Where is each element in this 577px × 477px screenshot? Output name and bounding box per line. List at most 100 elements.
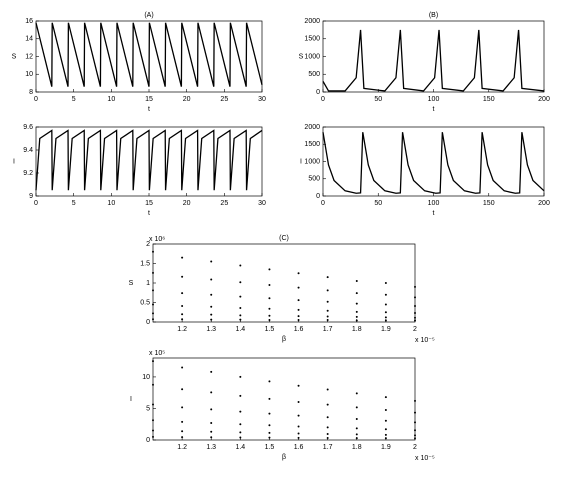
scatter-point — [326, 388, 329, 391]
scatter-point — [239, 423, 242, 426]
x-tick-label: 1.3 — [206, 444, 216, 451]
scatter-point — [152, 403, 154, 406]
x-tick-label: 50 — [374, 200, 382, 207]
scatter-point — [355, 280, 358, 283]
y-tick-label: 0 — [316, 193, 320, 200]
scatter-point — [297, 299, 300, 302]
y-tick-label: 2000 — [304, 124, 320, 131]
scatter-point — [414, 312, 416, 315]
scatter-point — [384, 408, 387, 411]
axes-frame — [322, 126, 545, 197]
y-tick-label: 16 — [25, 18, 33, 25]
x-tick-label: 30 — [258, 96, 266, 103]
scatter-point — [384, 433, 387, 436]
scatter-point — [297, 401, 300, 404]
scatter-point — [268, 380, 271, 383]
scatter-point — [152, 360, 154, 363]
x-tick-label: 10 — [107, 96, 115, 103]
scatter-point — [152, 429, 154, 432]
scatter-point — [326, 426, 329, 429]
scatter-point — [326, 276, 329, 279]
scatter-point — [414, 399, 416, 402]
y-tick-label: 500 — [308, 71, 320, 78]
scatter-point — [355, 437, 358, 440]
scatter-point — [355, 433, 358, 436]
scatter-point — [384, 428, 387, 431]
scatter-point — [268, 436, 271, 439]
x-tick-label: 15 — [145, 96, 153, 103]
scatter-point — [355, 406, 358, 409]
y-multiplier: x 10⁶ — [149, 236, 165, 243]
y-tick-label: 1000 — [304, 158, 320, 165]
scatter-point — [297, 436, 300, 439]
scatter-point — [326, 436, 329, 439]
x-tick-label: 2 — [413, 326, 417, 333]
scatter-point — [268, 424, 271, 427]
scatter-point — [239, 264, 242, 267]
x-axis-label: t — [433, 210, 435, 217]
scatter-point — [239, 394, 242, 397]
scatter-point — [355, 392, 358, 395]
x-tick-label: 25 — [220, 200, 228, 207]
scatter-point — [239, 295, 242, 298]
scatter-point — [268, 307, 271, 310]
series-line — [35, 22, 263, 87]
x-tick-label: 1.6 — [294, 326, 304, 333]
scatter-point — [181, 388, 184, 391]
scatter-point — [181, 406, 184, 409]
series-line — [322, 132, 545, 194]
scatter-point — [355, 427, 358, 430]
x-tick-label: 20 — [183, 96, 191, 103]
series-line — [35, 129, 263, 191]
y-axis-label: S — [129, 280, 134, 287]
panel-title: (B) — [429, 12, 438, 19]
scatter-point — [239, 318, 242, 321]
y-tick-label: 14 — [25, 36, 33, 43]
y-tick-label: 9.4 — [23, 147, 33, 154]
scatter-point — [210, 421, 213, 424]
scatter-point — [152, 303, 154, 306]
scatter-point — [210, 313, 213, 316]
scatter-point — [384, 396, 387, 399]
x-tick-label: 1.5 — [265, 444, 275, 451]
y-axis-label: I — [130, 396, 132, 403]
scatter-point — [414, 429, 416, 432]
scatter-point — [181, 313, 184, 316]
scatter-point — [326, 315, 329, 318]
x-tick-label: 0 — [34, 96, 38, 103]
scatter-point — [297, 308, 300, 311]
scatter-point — [210, 436, 213, 439]
scatter-point — [181, 256, 184, 259]
scatter-point — [239, 314, 242, 317]
x-axis-label: β — [282, 454, 286, 461]
scatter-point — [268, 297, 271, 300]
scatter-point — [384, 293, 387, 296]
scatter-point — [297, 315, 300, 318]
x-multiplier: x 10⁻⁵ — [415, 337, 435, 344]
x-tick-label: 1.8 — [352, 444, 362, 451]
scatter-point — [210, 260, 213, 263]
x-tick-label: 15 — [145, 200, 153, 207]
scatter-point — [210, 430, 213, 433]
scatter-point — [239, 375, 242, 378]
scatter-point — [210, 318, 213, 321]
scatter-point — [181, 305, 184, 308]
y-tick-label: 0.5 — [140, 299, 150, 306]
scatter-point — [152, 289, 154, 292]
x-tick-label: 50 — [374, 96, 382, 103]
scatter-point — [414, 316, 416, 319]
scatter-point — [210, 408, 213, 411]
scatter-point — [414, 421, 416, 424]
x-tick-label: 2 — [413, 444, 417, 451]
scatter-point — [384, 282, 387, 284]
x-tick-label: 0 — [321, 96, 325, 103]
scatter-point — [326, 403, 329, 406]
x-tick-label: 1.7 — [323, 326, 333, 333]
y-tick-label: 10 — [25, 71, 33, 78]
y-axis-label: I — [13, 158, 15, 165]
scatter-point — [355, 315, 358, 318]
scatter-point — [384, 319, 387, 322]
scatter-point — [297, 272, 300, 275]
y-tick-label: 9 — [29, 193, 33, 200]
